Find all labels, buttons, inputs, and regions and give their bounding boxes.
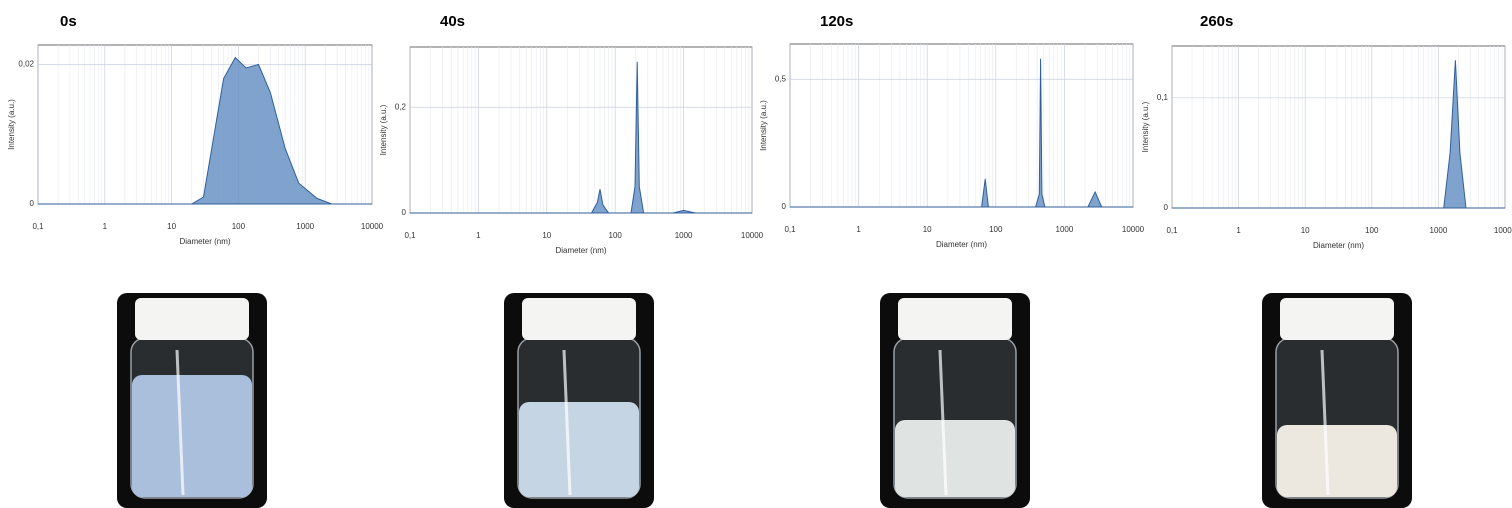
chart-panel: 40s 0,1 1 10 100 1000 10000 0 0,2 Diameter (nm) In…: [379, 13, 764, 255]
y-tick-label: 0,2: [395, 102, 407, 111]
vial-liquid: [519, 402, 639, 497]
vial-cap: [522, 298, 636, 340]
vial-photo: [504, 293, 654, 508]
vial-liquid: [895, 420, 1015, 497]
x-tick-label: 100: [989, 225, 1003, 234]
y-axis-label: Intensity (a.u.): [379, 104, 388, 155]
x-tick-label: 10000: [1122, 225, 1145, 234]
y-axis-label: Intensity (a.u.): [759, 100, 768, 151]
chart-panel: 0s 0,1 1 10 100 1000 10000 0 0,02 Diameter (nm) In…: [7, 13, 384, 246]
vial-cap: [898, 298, 1012, 340]
x-axis-label: Diameter (nm): [936, 240, 987, 249]
y-tick-label: 0: [30, 199, 35, 208]
plot-area: [37, 44, 373, 205]
chart-panel: 120s 0,1 1 10 100 1000 10000 0 0,5 Diameter (nm) I…: [759, 13, 1145, 249]
x-tick-label: 100: [1365, 226, 1379, 235]
x-tick-label: 1000: [675, 231, 693, 240]
x-tick-label: 1000: [1430, 226, 1448, 235]
x-tick-label: 10: [542, 231, 551, 240]
y-tick-label: 0,1: [1157, 93, 1169, 102]
x-tick-label: 1: [103, 222, 108, 231]
x-tick-label: 1000: [1056, 225, 1074, 234]
chart-title: 40s: [440, 13, 465, 30]
distribution-area: [790, 58, 1133, 208]
vial-photo: [1262, 293, 1412, 508]
y-axis-label: Intensity (a.u.): [7, 99, 16, 150]
y-tick-label: 0,02: [18, 60, 34, 69]
glass-reflection: [562, 349, 572, 496]
x-tick-label: 1: [856, 225, 861, 234]
x-tick-label: 0,1: [1166, 226, 1178, 235]
glass-reflection: [175, 349, 185, 496]
vial-cap: [135, 298, 249, 340]
glass-reflection: [1320, 349, 1330, 496]
glass-reflection: [938, 349, 948, 496]
x-tick-label: 0,1: [784, 225, 796, 234]
vial-liquid: [132, 375, 252, 497]
y-axis-label: Intensity (a.u.): [1141, 101, 1150, 152]
x-tick-label: 1000: [296, 222, 314, 231]
chart-panel: 260s 0,1 1 10 100 1000 10000 0 0,1 Diameter (nm) I…: [1141, 13, 1512, 250]
chart-title: 120s: [820, 13, 853, 30]
distribution-area: [38, 56, 372, 205]
x-tick-label: 100: [609, 231, 623, 240]
x-axis-label: Diameter (nm): [555, 246, 606, 255]
x-tick-label: 10: [923, 225, 932, 234]
x-tick-label: 0,1: [404, 231, 416, 240]
vial-liquid: [1277, 425, 1397, 497]
vial-photo: [117, 293, 267, 508]
plot-area: [409, 46, 753, 214]
y-tick-label: 0: [782, 202, 787, 211]
x-tick-label: 1: [1236, 226, 1241, 235]
distribution-area: [1172, 60, 1505, 209]
x-tick-label: 10: [1301, 226, 1310, 235]
x-tick-label: 1: [476, 231, 481, 240]
x-tick-label: 10: [167, 222, 176, 231]
y-tick-label: 0: [1164, 203, 1169, 212]
plot-area: [789, 43, 1134, 208]
y-tick-label: 0,5: [775, 74, 787, 83]
distribution-area: [410, 61, 752, 214]
chart-title: 260s: [1200, 13, 1233, 30]
x-tick-label: 10000: [741, 231, 764, 240]
x-tick-label: 10000: [1494, 226, 1512, 235]
chart-title: 0s: [60, 13, 77, 30]
x-tick-label: 10000: [361, 222, 384, 231]
y-tick-label: 0: [402, 208, 407, 217]
x-axis-label: Diameter (nm): [179, 237, 230, 246]
vial-photo: [880, 293, 1030, 508]
x-tick-label: 100: [232, 222, 246, 231]
vial-cap: [1280, 298, 1394, 340]
x-tick-label: 0,1: [32, 222, 44, 231]
x-axis-label: Diameter (nm): [1313, 241, 1364, 250]
